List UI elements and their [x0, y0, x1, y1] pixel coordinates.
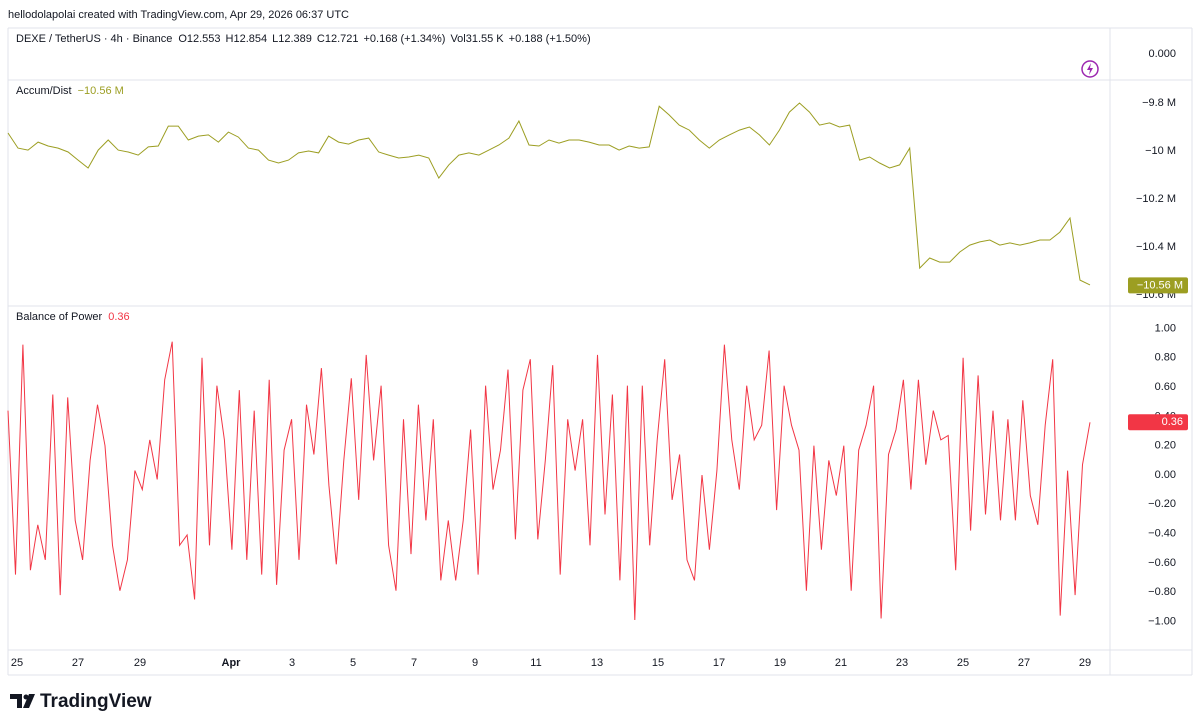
pane-title: Accum/Dist [16, 85, 72, 97]
x-tick-label: 19 [774, 657, 786, 669]
value-badge [1128, 277, 1188, 294]
x-tick-label: 29 [1079, 657, 1091, 669]
x-tick-label: 5 [350, 657, 356, 669]
y-tick-label: 0.20 [1155, 440, 1176, 452]
legend-item: O12.553 [178, 33, 220, 45]
pane-title: DEXE / TetherUS · 4h · Binance [16, 33, 172, 45]
credit: hellodolapolai created with TradingView.… [8, 9, 349, 21]
y-tick-label: 0.60 [1155, 381, 1176, 393]
value-badge [1128, 414, 1188, 431]
pane-borders [7, 27, 1193, 676]
legend-item: +0.168 (+1.34%) [363, 33, 445, 45]
x-tick-label: 27 [72, 657, 84, 669]
value-badge-label: −10.56 M [1137, 279, 1183, 291]
y-tick-label: 1.00 [1155, 322, 1176, 334]
lightning-icon[interactable] [1081, 60, 1099, 78]
legend-item: +0.188 (+1.50%) [509, 33, 591, 45]
pane-title: Balance of Power [16, 311, 103, 323]
x-tick-label: 23 [896, 657, 908, 669]
footer-logo: TradingView [10, 691, 152, 712]
x-tick-label: 7 [411, 657, 417, 669]
y-tick-label: −0.40 [1148, 527, 1176, 539]
legend-item: C12.721 [317, 33, 359, 45]
x-tick-label: 25 [11, 657, 23, 669]
x-tick-label: 27 [1018, 657, 1030, 669]
y-tick-label: −10.2 M [1136, 193, 1176, 205]
y-tick-label: −10.4 M [1136, 241, 1176, 253]
x-tick-label: 29 [134, 657, 146, 669]
y-tick-label: −0.80 [1148, 586, 1176, 598]
x-tick-label: Apr [222, 657, 242, 669]
legend-item: L12.389 [272, 33, 312, 45]
y-tick-label: −0.20 [1148, 498, 1176, 510]
value-badge-label: 0.36 [1162, 416, 1183, 428]
x-tick-label: 13 [591, 657, 603, 669]
legend-item: Vol31.55 K [450, 33, 504, 45]
legend-value: −10.56 M [78, 85, 124, 97]
y-tick-label: 0.00 [1155, 469, 1176, 481]
y-tick-label: 0.80 [1155, 352, 1176, 364]
legend-item: H12.854 [226, 33, 268, 45]
x-tick-label: 9 [472, 657, 478, 669]
series-line [7, 102, 1091, 286]
y-tick-label: −1.00 [1148, 615, 1176, 627]
brand: TradingView [40, 691, 152, 712]
y-tick-label: −0.60 [1148, 557, 1176, 569]
y-tick-label: 0.000 [1148, 48, 1176, 60]
x-tick-label: 25 [957, 657, 969, 669]
x-tick-label: 11 [530, 657, 541, 669]
series-line [7, 341, 1091, 621]
x-tick-label: 21 [835, 657, 847, 669]
x-tick-label: 15 [652, 657, 664, 669]
legend-value: 0.36 [108, 311, 129, 323]
y-tick-label: −9.8 M [1142, 97, 1176, 109]
x-tick-label: 17 [713, 657, 725, 669]
y-tick-label: −10 M [1145, 145, 1176, 157]
x-tick-label: 3 [289, 657, 295, 669]
